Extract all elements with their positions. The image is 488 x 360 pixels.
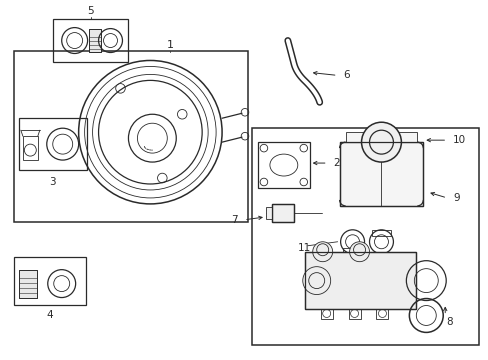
Bar: [251, 128, 478, 345]
Text: 4: 4: [46, 310, 53, 320]
Text: 5: 5: [87, 6, 94, 15]
Bar: [376, 307, 387, 319]
Bar: [271, 204, 293, 222]
Circle shape: [349, 242, 369, 262]
Bar: [14, 257, 85, 305]
Circle shape: [312, 242, 332, 262]
Bar: [348, 307, 360, 319]
Circle shape: [361, 122, 401, 162]
Bar: [351, 183, 361, 201]
Bar: [371, 230, 390, 236]
Bar: [304, 252, 415, 310]
Text: 10: 10: [452, 135, 466, 145]
Text: 1: 1: [166, 40, 173, 50]
Text: 6: 6: [343, 71, 349, 80]
Bar: [345, 132, 416, 142]
Bar: [342, 248, 362, 254]
Bar: [88, 28, 101, 53]
Text: 9: 9: [452, 193, 459, 203]
Bar: [88, 28, 101, 53]
Bar: [258, 142, 309, 188]
Bar: [19, 270, 37, 298]
Bar: [23, 136, 38, 160]
Text: 8: 8: [445, 318, 451, 328]
Circle shape: [302, 267, 330, 294]
Bar: [339, 142, 423, 206]
Bar: [14, 50, 247, 222]
Bar: [53, 19, 128, 62]
Bar: [339, 142, 423, 206]
Text: 11: 11: [297, 243, 310, 253]
Bar: [320, 307, 332, 319]
Bar: [271, 204, 293, 222]
Bar: [19, 118, 86, 170]
Text: 7: 7: [231, 215, 238, 225]
Bar: [265, 207, 271, 219]
Text: 3: 3: [49, 177, 56, 187]
Text: 2: 2: [333, 158, 340, 168]
Bar: [304, 252, 415, 310]
Bar: [19, 270, 37, 298]
